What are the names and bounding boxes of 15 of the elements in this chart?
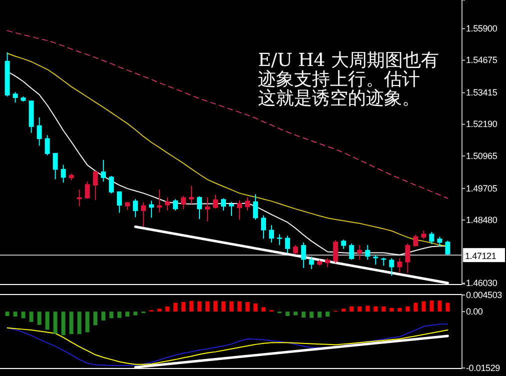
y-tick-label: 1.52190 <box>466 119 498 130</box>
annotation: 这就是诱空的迹象。 <box>258 88 420 109</box>
y-tick-label: 1.49705 <box>466 183 498 194</box>
y-tick-label: 0.004503 <box>466 290 502 300</box>
annotation: E/U H4 大周期图也有 <box>258 50 439 71</box>
y-tick-label: 1.53415 <box>466 88 498 98</box>
y-tick-label: 1.55900 <box>466 24 498 34</box>
y-tick-label: 1.48480 <box>466 214 498 225</box>
y-tick-label: 1.46030 <box>466 278 498 288</box>
y-tick-label: -0.01529 <box>466 362 500 373</box>
annotation: 迹象支持上行。估计 <box>258 69 420 90</box>
ref-line-label: 1.47121 <box>465 251 496 262</box>
y-tick-label: 1.54675 <box>466 55 498 66</box>
y-tick-label: 1.50965 <box>466 150 498 161</box>
y-tick-label: 0.00 <box>466 306 483 316</box>
